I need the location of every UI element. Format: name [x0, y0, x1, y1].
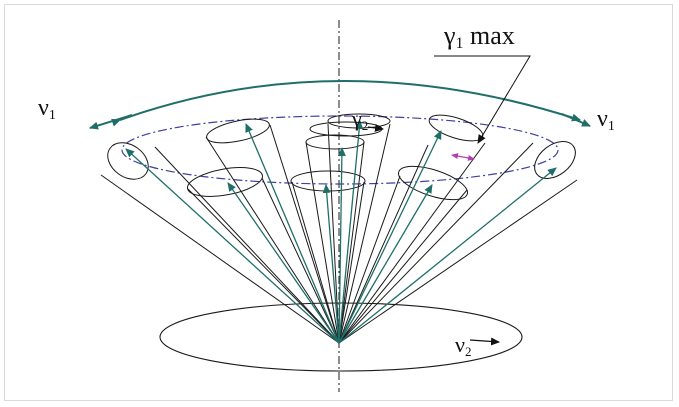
gamma1-leader-line: [434, 55, 531, 144]
gamma2-ellipse: [309, 121, 383, 137]
nu1-arc-arrow: [111, 80, 581, 127]
gamma1-max-label: γ1 max: [443, 21, 515, 52]
vector-arrows: [125, 120, 557, 344]
cone-left-far: [100, 142, 340, 344]
cone-center-front: [290, 170, 366, 344]
cone-right-front: [338, 165, 468, 344]
gamma2-arrow-icon: [367, 123, 384, 132]
cone-left-back: [205, 118, 340, 344]
nu1-left-label: ν1: [38, 95, 56, 123]
gamma1-angle-arrow: [451, 153, 475, 161]
base-ellipse: [159, 302, 523, 372]
cone-left-front: [187, 167, 340, 344]
cone-right-far: [338, 141, 578, 344]
nu2-arrow-icon: [469, 337, 500, 346]
gamma2-label: γ2: [351, 106, 368, 133]
nu2-label: ν2: [455, 332, 471, 359]
nu1-right-label: ν1: [597, 106, 615, 134]
